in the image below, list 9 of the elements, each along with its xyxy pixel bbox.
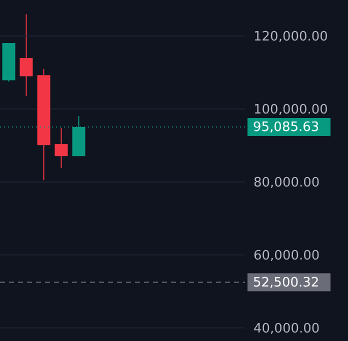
y-tick-label: 60,000.00 (254, 248, 320, 264)
y-tick-label: 100,000.00 (254, 102, 328, 118)
candlestick (54, 128, 68, 169)
y-tick-label: 40,000.00 (254, 321, 320, 336)
y-tick-label: 80,000.00 (254, 175, 320, 190)
ref-line-label: 95,085.63 (253, 120, 320, 135)
y-tick-label: 120,000.00 (254, 30, 328, 45)
candlestick (20, 14, 33, 96)
ref-line-label: 52,500.32 (253, 275, 320, 290)
